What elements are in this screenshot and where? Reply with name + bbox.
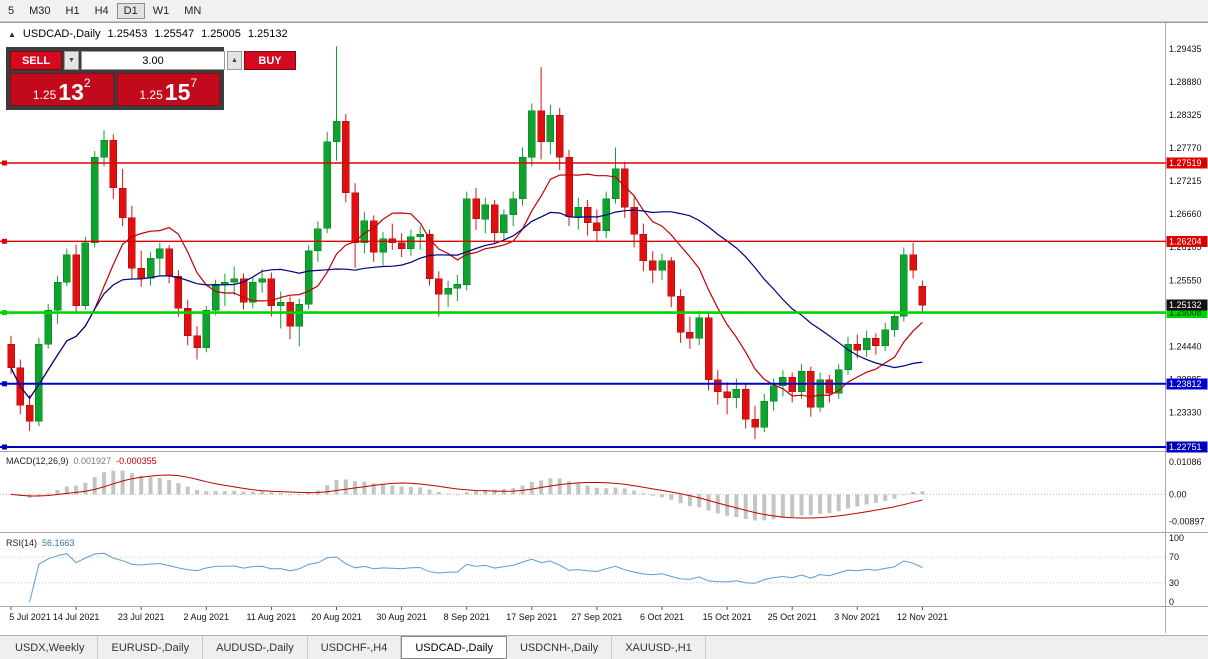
chevron-up-icon: ▲ xyxy=(231,57,238,64)
svg-text:1.25132: 1.25132 xyxy=(1169,300,1202,310)
open-value: 1.25453 xyxy=(107,28,148,40)
svg-text:100: 100 xyxy=(1169,533,1184,543)
svg-text:1.27770: 1.27770 xyxy=(1169,143,1202,153)
tab-usdcnh-daily[interactable]: USDCNH-,Daily xyxy=(507,636,613,659)
svg-text:1.24440: 1.24440 xyxy=(1169,341,1202,351)
svg-text:23 Jul 2021: 23 Jul 2021 xyxy=(118,612,165,622)
time-scale[interactable] xyxy=(0,607,1166,633)
symbol-label: USDCAD-,Daily xyxy=(22,28,101,40)
svg-text:1.25550: 1.25550 xyxy=(1169,275,1202,285)
chevron-down-icon: ▼ xyxy=(68,57,75,64)
tab-usdcad-daily[interactable]: USDCAD-,Daily xyxy=(401,636,507,659)
tab-usdchf-h4[interactable]: USDCHF-,H4 xyxy=(308,636,402,659)
macd-indicator-label: MACD(12,26,9) 0.001927 -0.000355 xyxy=(6,456,157,466)
timeframe-m30[interactable]: M30 xyxy=(29,4,51,17)
buy-price-pip: 7 xyxy=(190,76,198,90)
macd-name: MACD(12,26,9) xyxy=(6,456,69,466)
timeframe-h1[interactable]: H1 xyxy=(65,4,80,17)
svg-text:2 Aug 2021: 2 Aug 2021 xyxy=(184,612,230,622)
svg-text:1.26204: 1.26204 xyxy=(1169,236,1202,246)
buy-price-big: 15 xyxy=(164,79,191,106)
svg-text:5 Jul 2021: 5 Jul 2021 xyxy=(9,612,51,622)
timeframe-d1[interactable]: D1 xyxy=(116,2,145,19)
rsi-name: RSI(14) xyxy=(6,538,38,548)
buy-button[interactable]: BUY xyxy=(244,51,296,70)
svg-text:1.22751: 1.22751 xyxy=(1169,442,1202,452)
timeframe-h4[interactable]: H4 xyxy=(94,4,109,17)
svg-text:1.23330: 1.23330 xyxy=(1169,408,1202,418)
svg-text:1.28325: 1.28325 xyxy=(1169,110,1202,120)
low-value: 1.25005 xyxy=(201,28,241,40)
svg-text:1.27519: 1.27519 xyxy=(1169,158,1202,168)
svg-text:25 Oct 2021: 25 Oct 2021 xyxy=(768,612,817,622)
timeframe-toolbar: 5 M30 H1 H4 D1 W1 MN xyxy=(0,0,1208,22)
svg-text:1.26660: 1.26660 xyxy=(1169,209,1202,219)
macd-signal-value: -0.000355 xyxy=(116,456,157,466)
svg-text:12 Nov 2021: 12 Nov 2021 xyxy=(897,612,948,622)
svg-text:-0.00897: -0.00897 xyxy=(1169,516,1205,526)
rsi-indicator-label: RSI(14) 56.1663 xyxy=(6,538,75,548)
volume-up-button[interactable]: ▲ xyxy=(227,51,242,70)
buy-price-prefix: 1.25 xyxy=(139,87,163,102)
svg-text:0: 0 xyxy=(1169,597,1174,607)
svg-text:27 Sep 2021: 27 Sep 2021 xyxy=(571,612,622,622)
svg-text:0.00: 0.00 xyxy=(1169,489,1187,499)
rsi-value: 56.1663 xyxy=(42,538,75,548)
svg-text:1.26105: 1.26105 xyxy=(1169,242,1202,252)
symbol-tab-bar: USDX,Weekly EURUSD-,Daily AUDUSD-,Daily USD… xyxy=(0,635,1208,659)
svg-text:8 Sep 2021: 8 Sep 2021 xyxy=(444,612,490,622)
chart-canvas[interactable]: 1.29435 1.28880 1.28325 1.27770 1.27215 1.266… xyxy=(0,23,1208,636)
svg-text:1.28880: 1.28880 xyxy=(1169,77,1202,87)
sell-price-display[interactable]: 1.25 13 2 xyxy=(10,73,114,106)
sell-price-big: 13 xyxy=(58,79,84,106)
tab-xauusd-h1[interactable]: XAUUSD-,H1 xyxy=(612,636,706,659)
svg-text:30 Aug 2021: 30 Aug 2021 xyxy=(376,612,427,622)
tab-eurusd-daily[interactable]: EURUSD-,Daily xyxy=(98,636,204,659)
chart-window: 1.29435 1.28880 1.28325 1.27770 1.27215 1.266… xyxy=(0,22,1208,635)
svg-text:1.23812: 1.23812 xyxy=(1169,379,1202,389)
svg-text:1.27215: 1.27215 xyxy=(1169,176,1202,186)
svg-text:1.29435: 1.29435 xyxy=(1169,44,1202,54)
sell-button[interactable]: SELL xyxy=(10,51,62,70)
svg-text:1.25008: 1.25008 xyxy=(1169,308,1202,318)
volume-down-button[interactable]: ▼ xyxy=(64,51,79,70)
price-scale[interactable] xyxy=(1166,23,1208,636)
sell-price-pip: 2 xyxy=(83,76,91,90)
tab-usdx-weekly[interactable]: USDX,Weekly xyxy=(2,636,99,659)
ohlc-header: ▲ USDCAD-,Daily 1.25453 1.25547 1.25005 … xyxy=(8,28,288,40)
rsi-pane-splitter[interactable] xyxy=(0,531,1166,536)
close-value: 1.25132 xyxy=(247,28,288,40)
svg-text:15 Oct 2021: 15 Oct 2021 xyxy=(703,612,752,622)
timeframe-mn[interactable]: MN xyxy=(184,4,202,17)
timeframe-w1[interactable]: W1 xyxy=(152,4,170,17)
one-click-trading-panel: SELL ▼ ▲ BUY 1.25 13 2 1.25 15 7 xyxy=(6,47,296,110)
volume-input[interactable] xyxy=(81,51,225,70)
svg-text:3 Nov 2021: 3 Nov 2021 xyxy=(834,612,880,622)
svg-text:20 Aug 2021: 20 Aug 2021 xyxy=(311,612,362,622)
svg-text:30: 30 xyxy=(1169,578,1179,588)
tab-audusd-daily[interactable]: AUDUSD-,Daily xyxy=(203,636,308,659)
buy-price-display[interactable]: 1.25 15 7 xyxy=(116,73,220,106)
macd-pane-splitter[interactable] xyxy=(0,449,1166,454)
sell-price-prefix: 1.25 xyxy=(32,87,57,102)
svg-text:17 Sep 2021: 17 Sep 2021 xyxy=(506,612,557,622)
macd-main-value: 0.001927 xyxy=(73,456,112,466)
high-value: 1.25547 xyxy=(154,28,195,40)
svg-text:6 Oct 2021: 6 Oct 2021 xyxy=(640,612,684,622)
svg-text:11 Aug 2021: 11 Aug 2021 xyxy=(246,612,296,622)
timeframe-5[interactable]: 5 xyxy=(8,4,15,17)
svg-text:0.01086: 0.01086 xyxy=(1169,457,1202,467)
collapse-panel-icon[interactable]: ▲ xyxy=(8,29,16,39)
svg-text:70: 70 xyxy=(1169,552,1179,562)
svg-text:14 Jul 2021: 14 Jul 2021 xyxy=(53,612,100,622)
